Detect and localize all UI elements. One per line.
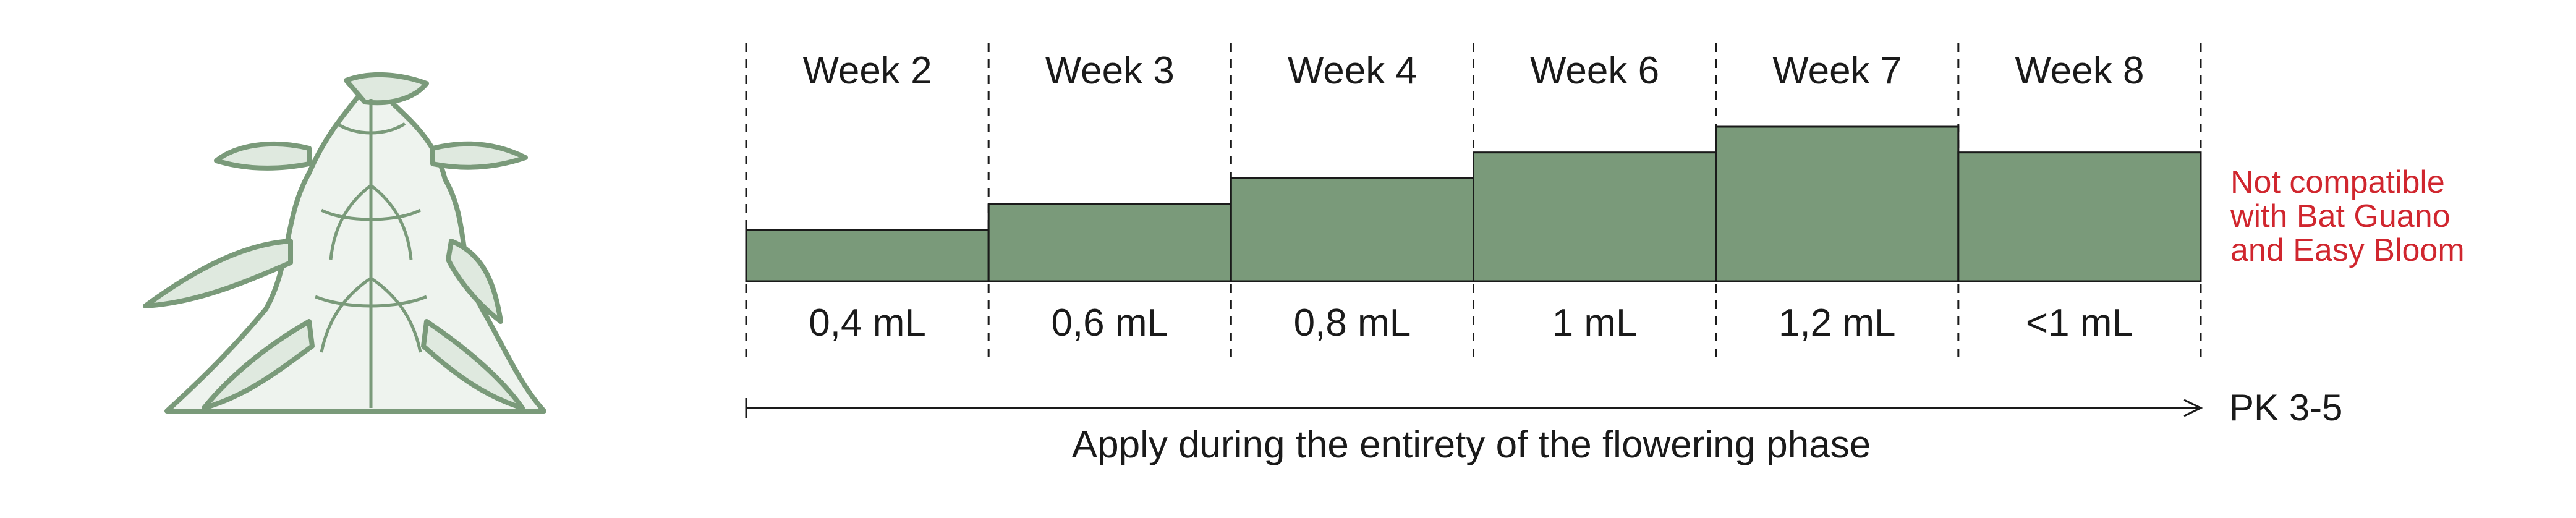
timeline-end-label: PK 3-5	[2229, 387, 2342, 428]
cannabis-bud-icon	[143, 72, 546, 414]
week-label: Week 3	[1045, 49, 1175, 92]
compat-note-line-1: Not compatible	[2230, 164, 2445, 200]
week-label: Week 4	[1288, 49, 1417, 92]
bar-week-8	[1957, 151, 2202, 282]
week-label: Week 8	[2015, 49, 2144, 92]
dose-label: 0,4 mL	[809, 302, 926, 344]
dose-label: 0,6 mL	[1051, 302, 1168, 344]
dose-label: 0,8 mL	[1294, 302, 1411, 344]
week-label: Week 6	[1530, 49, 1659, 92]
bars	[745, 125, 2202, 282]
dose-label: <1 mL	[2026, 302, 2133, 344]
compat-note-line-2: with Bat Guano	[2230, 198, 2451, 234]
timeline-caption: Apply during the entirety of the floweri…	[1072, 423, 1871, 466]
week-label: Week 2	[803, 49, 932, 92]
dose-label: 1,2 mL	[1779, 302, 1896, 344]
week-labels: Week 2 Week 3 Week 4 Week 6 Week 7 Week 8	[803, 49, 2145, 92]
week-label: Week 7	[1772, 49, 1902, 92]
dose-labels: 0,4 mL 0,6 mL 0,8 mL 1 mL 1,2 mL <1 mL	[809, 302, 2133, 344]
bar-week-7	[1715, 125, 1960, 282]
compat-note-line-3: and Easy Bloom	[2230, 232, 2465, 268]
week-dividers	[745, 43, 2202, 362]
bar-week-3	[987, 203, 1232, 282]
dose-label: 1 mL	[1552, 302, 1638, 344]
timeline-arrow	[745, 398, 2203, 418]
bar-week-6	[1473, 151, 1717, 282]
bar-week-2	[745, 229, 990, 282]
bar-week-4	[1230, 177, 1475, 282]
